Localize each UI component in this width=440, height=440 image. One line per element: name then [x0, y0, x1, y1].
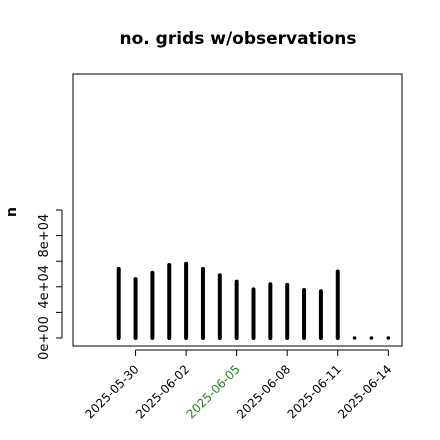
zero-point [386, 336, 391, 340]
y-axis: 0e+00 4e+04 8e+04 [37, 209, 63, 360]
chart-title: no. grids w/observations [120, 29, 357, 49]
zero-point [369, 336, 374, 340]
y-tick-label: 0e+00 [37, 316, 52, 360]
y-axis-label: n [4, 207, 20, 217]
x-tick-label: 2025-06-14 [335, 362, 394, 421]
y-tick-label: 8e+04 [37, 214, 52, 258]
plot-frame [72, 73, 403, 347]
y-tick-label: 4e+04 [37, 265, 52, 309]
x-axis: 2025-05-302025-06-022025-06-052025-06-08… [82, 349, 394, 421]
zero-point [352, 336, 357, 340]
bars [116, 261, 391, 340]
